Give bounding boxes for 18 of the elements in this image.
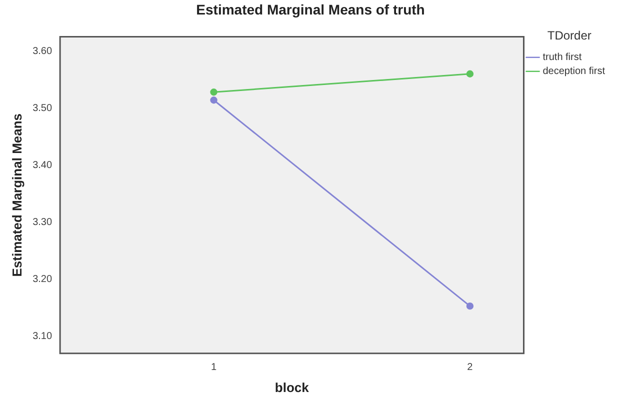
y-tick-label: 3.50 xyxy=(32,102,52,114)
point xyxy=(210,96,218,104)
legend-title: TDorder xyxy=(547,28,592,42)
y-tick-label: 3.30 xyxy=(32,216,52,228)
legend-label: truth first xyxy=(542,52,582,64)
y-axis-title: Estimated Marginal Means xyxy=(9,113,24,277)
y-tick-label: 3.10 xyxy=(32,331,52,342)
chart-title: Estimated Marginal Means of truth xyxy=(196,1,425,18)
point xyxy=(210,88,218,96)
x-axis-title: block xyxy=(274,380,310,395)
y-tick-label: 3.60 xyxy=(32,46,52,57)
x-tick-label: 2 xyxy=(467,362,474,374)
y-tick-label: 3.40 xyxy=(32,160,52,171)
x-tick-label: 1 xyxy=(210,362,217,374)
point xyxy=(466,302,474,310)
legend-label: deception first xyxy=(542,66,606,78)
point xyxy=(466,70,474,78)
y-tick-label: 3.20 xyxy=(32,274,52,285)
